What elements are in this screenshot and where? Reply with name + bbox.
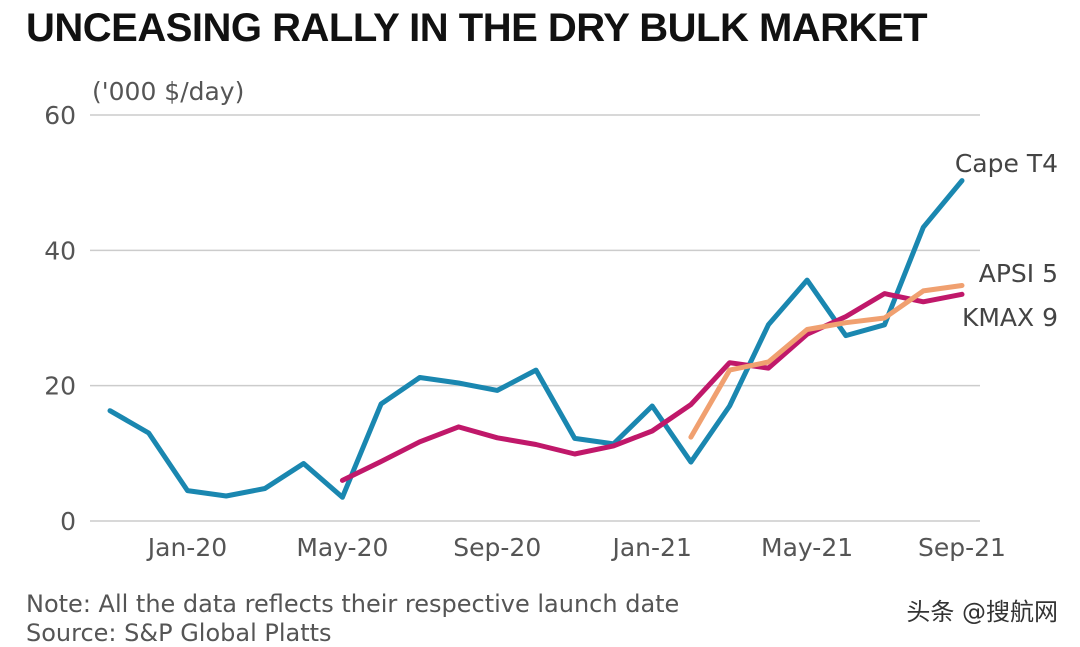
y-tick-label: 40 <box>44 236 76 265</box>
x-tick-label: Jan-21 <box>610 533 691 562</box>
footnote-source: Source: S&P Global Platts <box>26 619 332 647</box>
watermark: 头条 @搜航网 <box>906 598 1058 626</box>
series-line-kmax-9 <box>339 291 965 483</box>
y-tick-label: 0 <box>60 507 76 536</box>
x-tick-label: Sep-21 <box>918 533 1006 562</box>
series-line-cape-t4 <box>107 178 965 500</box>
axis-ticks: 0 20 40 60 Jan-20 May-20 Sep-20 Jan-21 May-21 Sep… <box>44 101 1006 562</box>
gridlines <box>90 114 980 522</box>
x-tick-label: Sep-20 <box>453 533 541 562</box>
series-label-cape-t4: Cape T4 <box>955 149 1058 178</box>
y-tick-label: 20 <box>44 372 76 401</box>
line-chart: 0 20 40 60 Jan-20 May-20 Sep-20 Jan-21 May-21 Sep… <box>44 77 1058 562</box>
y-axis-unit-label: ('000 $/day) <box>92 77 244 106</box>
x-tick-label: Jan-20 <box>146 533 227 562</box>
chart-title: UNCEASING RALLY IN THE DRY BULK MARKET <box>26 6 928 50</box>
series-label-kmax-9: KMAX 9 <box>962 303 1058 332</box>
series-lines <box>107 178 965 500</box>
series-line-apsi-5 <box>688 283 965 440</box>
x-tick-label: May-20 <box>296 533 388 562</box>
series-label-apsi-5: APSI 5 <box>979 259 1058 288</box>
y-tick-label: 60 <box>44 101 76 130</box>
x-tick-label: May-21 <box>761 533 853 562</box>
footnote-note: Note: All the data reflects their respec… <box>26 590 680 618</box>
series-labels: Cape T4 KMAX 9 APSI 5 <box>955 149 1058 332</box>
